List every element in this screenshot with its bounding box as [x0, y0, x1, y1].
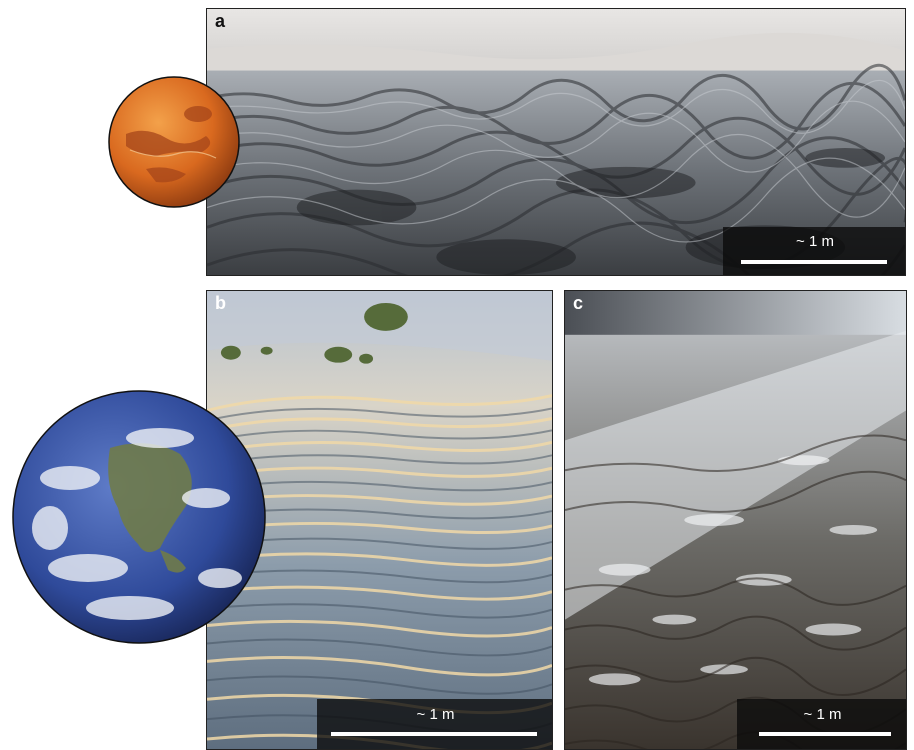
panel-b-letter: b — [215, 293, 226, 313]
panel-a-scale-box: ~ 1 m — [723, 227, 905, 275]
panel-a-letter: a — [215, 11, 226, 31]
panel-b-scale-label: ~ 1 m — [416, 706, 455, 723]
panel-a-mars-ripples: a ~ 1 m — [206, 8, 906, 276]
panel-c-scale-label: ~ 1 m — [803, 706, 842, 723]
panel-c-snow-ripples: c ~ 1 m — [564, 290, 907, 750]
panel-c-letter: c — [573, 293, 584, 313]
panel-b-sand-ripples: b ~ 1 m — [206, 290, 553, 750]
panel-b-scale-box: ~ 1 m — [317, 699, 552, 749]
earth-sand-ripples-photo — [207, 291, 552, 749]
panel-b-scale-bar — [331, 732, 537, 736]
mars-ripples-photo — [207, 9, 905, 275]
earth-icon — [12, 390, 266, 644]
mars-icon — [108, 76, 240, 208]
panel-a-scale-bar — [741, 260, 887, 264]
panel-a-scale-label: ~ 1 m — [796, 233, 834, 250]
earth-snow-ripples-photo — [565, 291, 906, 749]
panel-c-scale-box: ~ 1 m — [737, 699, 906, 749]
panel-c-scale-bar — [759, 732, 891, 736]
